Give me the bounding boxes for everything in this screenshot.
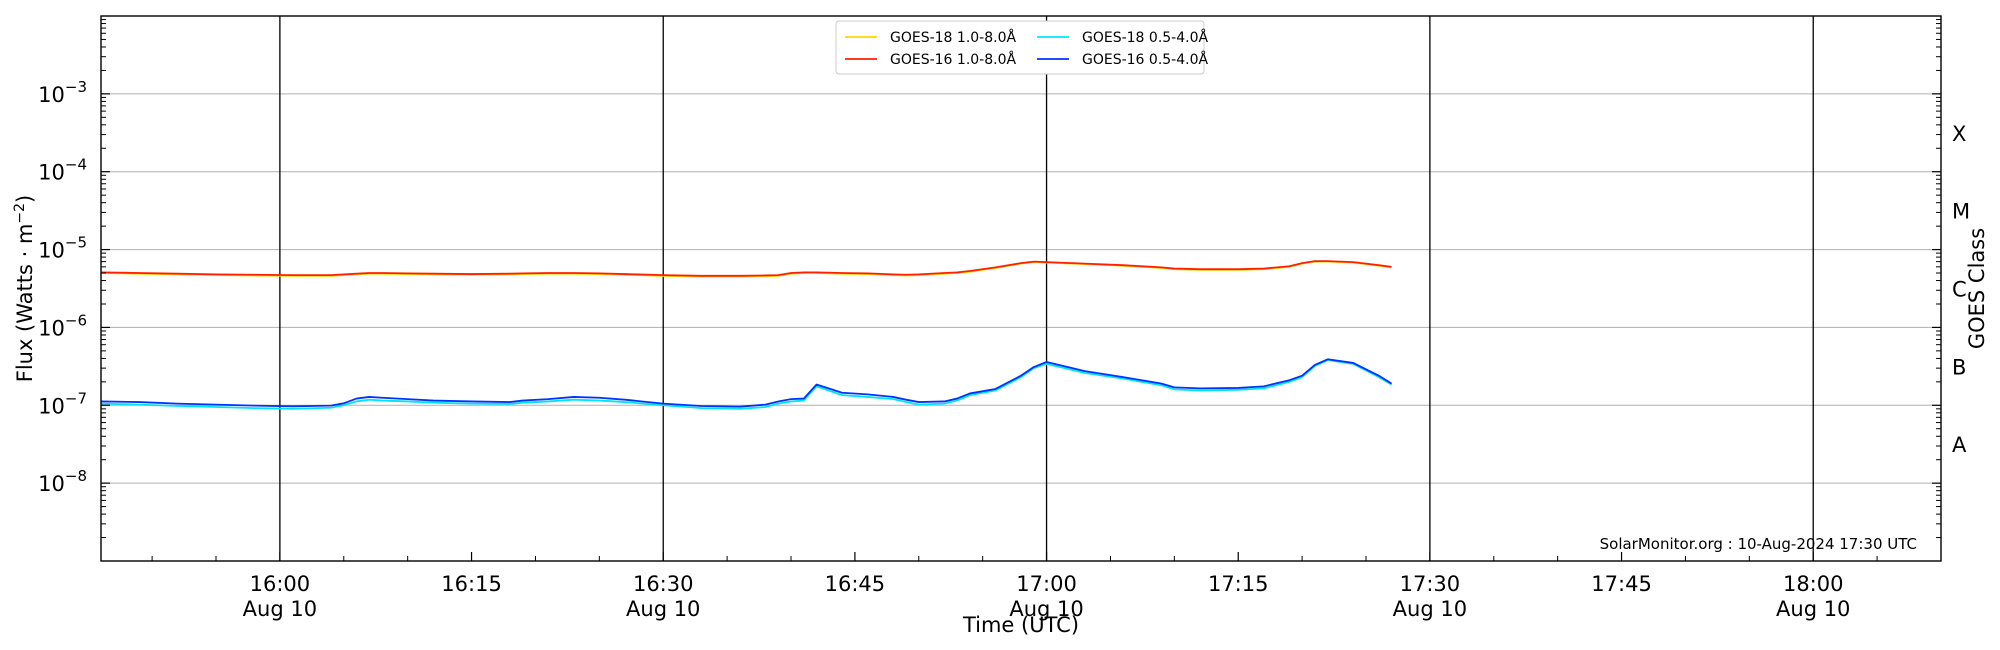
x-tick-label: 17:15 <box>1208 572 1269 596</box>
right-axis-title: GOES Class <box>1965 228 1989 349</box>
series-line-3 <box>100 359 1393 410</box>
x-tick-date: Aug 10 <box>1009 597 1083 621</box>
y-tick-base: 10 <box>38 472 65 496</box>
y-tick-label: 10−3 <box>38 78 87 107</box>
goes-class-label: B <box>1952 355 1966 379</box>
x-tick-label: 17:00 <box>1016 572 1077 596</box>
x-tick-label: 17:45 <box>1591 572 1652 596</box>
y-tick-base: 10 <box>38 239 65 263</box>
legend-label-1: GOES-18 1.0-8.0Å <box>890 29 1016 46</box>
goes-class-label: M <box>1952 200 1970 224</box>
y-tick-exponent: −8 <box>65 467 87 485</box>
y-tick-label: 10−7 <box>38 389 87 418</box>
legend: GOES-18 1.0-8.0Å GOES-18 0.5-4.0Å GOES-16 … <box>835 20 1208 75</box>
x-axis-title: Time (UTC) <box>962 613 1079 637</box>
series-line-4 <box>100 358 1393 408</box>
goes-class-label: X <box>1952 122 1966 146</box>
credit-text: SolarMonitor.org : 10-Aug-2024 17:30 UTC <box>1600 535 1917 553</box>
y-tick-exponent: −4 <box>65 156 87 174</box>
y-tick-base: 10 <box>38 394 65 418</box>
y-tick-exponent: −3 <box>65 78 87 96</box>
y-tick-label: 10−8 <box>38 467 87 496</box>
vertical-time-markers <box>279 16 1814 561</box>
x-tick-label: 17:30 <box>1400 572 1461 596</box>
legend-label-2: GOES-16 1.0-8.0Å <box>890 51 1016 68</box>
plot-frame <box>100 15 1942 562</box>
y-tick-exponent: −5 <box>65 234 87 252</box>
series-line-2 <box>100 260 1392 277</box>
x-tick-label: 16:30 <box>633 572 694 596</box>
x-tick-label: 18:00 <box>1783 572 1844 596</box>
y-axis-title-exponent: −2 <box>12 203 28 224</box>
x-tick-label: 16:15 <box>441 572 502 596</box>
legend-label-4: GOES-16 0.5-4.0Å <box>1082 51 1208 68</box>
legend-label-3: GOES-18 0.5-4.0Å <box>1082 29 1208 46</box>
goes-class-labels: X M C B A <box>1952 122 1970 457</box>
legend-box <box>835 20 1205 75</box>
x-tick-label: 16:45 <box>825 572 886 596</box>
y-axis-title: Flux (Watts · m−2) <box>12 195 37 383</box>
y-axis-ticks: 10−310−410−510−610−710−8 <box>38 19 1941 539</box>
x-tick-label: 16:00 <box>250 572 311 596</box>
y-axis-title-main: Flux (Watts · m <box>13 224 37 383</box>
y-tick-base: 10 <box>38 161 65 185</box>
gridlines <box>101 93 1941 484</box>
x-tick-date: Aug 10 <box>243 597 317 621</box>
x-tick-date: Aug 10 <box>1393 597 1467 621</box>
series-group <box>100 260 1393 410</box>
goes-class-label: A <box>1952 433 1967 457</box>
y-tick-base: 10 <box>38 83 65 107</box>
y-tick-base: 10 <box>38 316 65 340</box>
y-tick-label: 10−6 <box>38 311 87 340</box>
x-tick-date: Aug 10 <box>626 597 700 621</box>
y-tick-label: 10−4 <box>38 156 87 185</box>
y-tick-exponent: −7 <box>65 389 87 407</box>
goes-class-label: C <box>1952 278 1967 302</box>
y-axis-title-close: ) <box>13 195 37 203</box>
y-tick-label: 10−5 <box>38 234 87 263</box>
y-tick-exponent: −6 <box>65 311 87 329</box>
x-tick-date: Aug 10 <box>1776 597 1850 621</box>
